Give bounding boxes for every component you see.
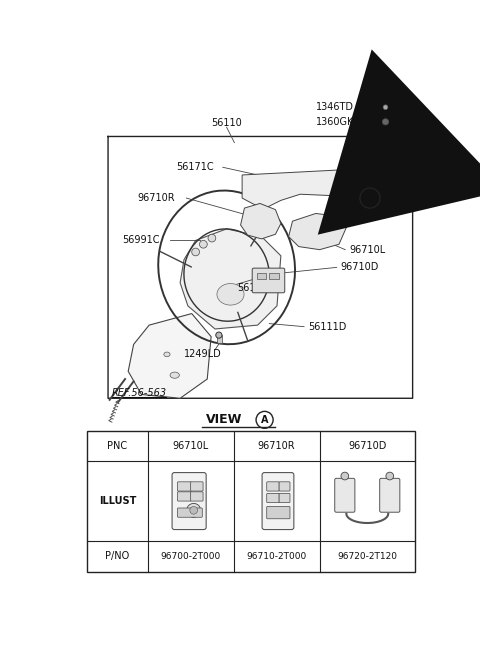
Text: 56991C: 56991C [122, 236, 159, 245]
Circle shape [386, 472, 394, 480]
Text: 96710D: 96710D [348, 441, 386, 451]
FancyBboxPatch shape [279, 482, 290, 491]
Text: 56171C: 56171C [176, 162, 214, 173]
Text: 56111D: 56111D [308, 321, 347, 332]
FancyBboxPatch shape [178, 482, 192, 491]
Circle shape [341, 472, 348, 480]
FancyBboxPatch shape [262, 472, 294, 529]
Text: 1360GK: 1360GK [316, 117, 354, 127]
Bar [269, 273, 278, 279]
Text: ILLUST: ILLUST [99, 496, 136, 506]
Circle shape [216, 332, 222, 338]
Circle shape [200, 240, 207, 248]
Polygon shape [288, 213, 347, 250]
Polygon shape [240, 203, 281, 239]
Polygon shape [180, 229, 281, 329]
Circle shape [382, 104, 389, 111]
Circle shape [383, 119, 389, 125]
Text: 96710L: 96710L [349, 245, 385, 255]
Text: 1249LD: 1249LD [184, 350, 222, 359]
Text: A: A [366, 193, 374, 203]
FancyBboxPatch shape [252, 268, 285, 293]
Ellipse shape [217, 283, 244, 305]
Text: 96710R: 96710R [137, 193, 175, 203]
Text: 56182: 56182 [237, 283, 267, 293]
FancyBboxPatch shape [191, 492, 203, 501]
FancyBboxPatch shape [178, 492, 192, 501]
Text: P/NO: P/NO [105, 551, 130, 561]
Text: 96710R: 96710R [258, 441, 295, 451]
Text: PNC: PNC [108, 441, 127, 451]
Polygon shape [242, 170, 362, 208]
Circle shape [187, 503, 201, 517]
Bar [257, 273, 266, 279]
Circle shape [208, 234, 216, 242]
Circle shape [381, 117, 390, 127]
FancyBboxPatch shape [267, 506, 290, 519]
Text: 96700-2T000: 96700-2T000 [160, 552, 221, 561]
Polygon shape [128, 314, 211, 398]
FancyBboxPatch shape [267, 493, 279, 502]
FancyBboxPatch shape [335, 478, 355, 512]
FancyBboxPatch shape [172, 472, 206, 529]
Text: 96720-2T120: 96720-2T120 [337, 552, 397, 561]
Circle shape [190, 506, 198, 514]
Circle shape [192, 248, 200, 256]
Text: 1346TD: 1346TD [316, 102, 354, 112]
FancyBboxPatch shape [178, 508, 202, 517]
FancyBboxPatch shape [191, 482, 203, 491]
Text: A: A [261, 415, 268, 425]
Bar [216, 335, 222, 343]
Text: VIEW: VIEW [206, 413, 242, 426]
FancyBboxPatch shape [267, 482, 279, 491]
Text: REF.56-563: REF.56-563 [112, 388, 167, 398]
Text: 96710L: 96710L [172, 441, 209, 451]
Text: 96710D: 96710D [340, 262, 379, 272]
FancyBboxPatch shape [279, 493, 290, 502]
Circle shape [383, 105, 388, 110]
FancyBboxPatch shape [380, 478, 400, 512]
Text: 96710-2T000: 96710-2T000 [247, 552, 307, 561]
Text: 56110: 56110 [211, 117, 242, 128]
Ellipse shape [164, 352, 170, 357]
Bar [87, 430, 415, 571]
Ellipse shape [170, 372, 180, 379]
